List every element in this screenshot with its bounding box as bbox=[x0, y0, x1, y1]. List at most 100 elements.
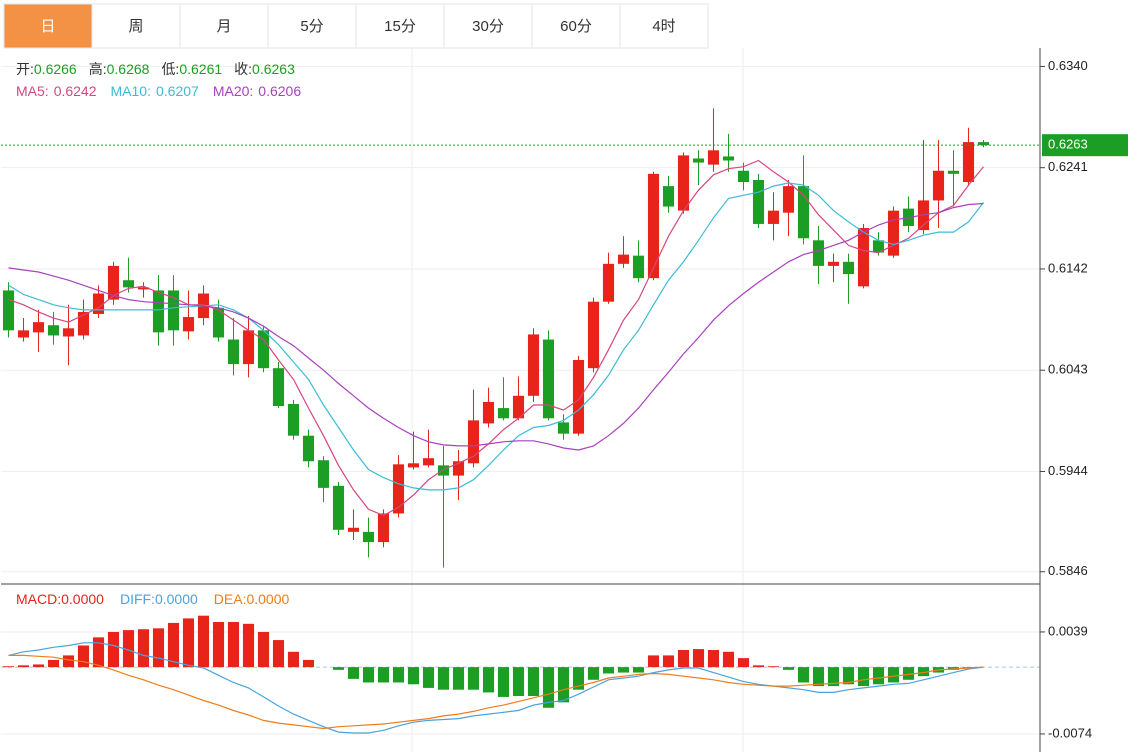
macd-line bbox=[8, 642, 984, 734]
tab-label[interactable]: 30分 bbox=[472, 18, 504, 35]
tab[interactable]: 5分 bbox=[267, 3, 357, 49]
price-tag bbox=[1042, 134, 1128, 157]
tab-background[interactable] bbox=[3, 3, 93, 49]
macd-legend: MACD:0.0000 DIFF:0.0000 DEA:0.0000 bbox=[16, 591, 290, 607]
tab-label[interactable]: 60分 bbox=[560, 18, 592, 35]
tab-background[interactable] bbox=[355, 3, 445, 49]
macd-bar bbox=[362, 667, 375, 683]
legend-label: MACD: bbox=[16, 591, 61, 607]
candle-body bbox=[752, 179, 765, 224]
candle-body bbox=[257, 330, 270, 369]
macd-bar bbox=[92, 637, 105, 668]
tab[interactable]: 15分 bbox=[355, 3, 445, 49]
candle-body bbox=[422, 458, 435, 466]
candle-body bbox=[287, 403, 300, 436]
tab[interactable]: 月 bbox=[179, 3, 269, 49]
candle-body bbox=[887, 210, 900, 256]
macd-bar bbox=[407, 667, 420, 685]
candle-body bbox=[377, 513, 390, 543]
tab-background[interactable] bbox=[179, 3, 269, 49]
candle-body bbox=[362, 531, 375, 543]
y-tick-label: 0.6340 bbox=[1048, 58, 1088, 73]
tab[interactable]: 日 bbox=[3, 3, 93, 49]
tab[interactable]: 4时 bbox=[619, 3, 709, 49]
candle-body bbox=[812, 240, 825, 266]
macd-bar bbox=[572, 667, 585, 690]
macd-bar bbox=[917, 667, 930, 677]
candle-body bbox=[272, 368, 285, 407]
candle-body bbox=[947, 170, 960, 174]
candle-body bbox=[587, 301, 600, 369]
tab-label[interactable]: 5分 bbox=[300, 18, 323, 35]
macd-bar bbox=[797, 667, 810, 683]
legend-value: 0.0000 bbox=[61, 591, 104, 607]
macd-bar bbox=[737, 658, 750, 668]
candle-body bbox=[707, 150, 720, 165]
candle-body bbox=[827, 261, 840, 266]
y-tick-label: 0.6142 bbox=[1048, 260, 1088, 275]
ohlc-value: 0.6261 bbox=[179, 61, 222, 77]
macd-bar bbox=[602, 667, 615, 674]
macd-bar bbox=[32, 664, 45, 668]
macd-bar bbox=[272, 640, 285, 668]
macd-bar bbox=[122, 630, 135, 668]
tab[interactable]: 周 bbox=[91, 3, 181, 49]
ohlc-value: 0.6266 bbox=[34, 61, 77, 77]
candle-body bbox=[602, 263, 615, 302]
y-tick-label: -0.0074 bbox=[1048, 725, 1092, 740]
tab[interactable]: 60分 bbox=[531, 3, 621, 49]
candle-body bbox=[662, 186, 675, 207]
candle-body bbox=[842, 261, 855, 275]
macd-bar bbox=[812, 667, 825, 687]
candle-body bbox=[77, 311, 90, 336]
macd-bar bbox=[902, 667, 915, 680]
macd-bar bbox=[857, 667, 870, 687]
candle-body bbox=[527, 334, 540, 396]
macd-bar bbox=[47, 659, 60, 668]
macd-bar bbox=[77, 645, 90, 668]
macd-bar bbox=[782, 667, 795, 670]
macd-bar bbox=[872, 667, 885, 685]
candle-body bbox=[452, 461, 465, 476]
candle-body bbox=[557, 422, 570, 434]
ohlc-label: 高: bbox=[89, 61, 107, 77]
candle-body bbox=[107, 265, 120, 300]
macd-bar bbox=[137, 629, 150, 668]
marks-layer bbox=[1, 108, 1040, 734]
tab-background[interactable] bbox=[531, 3, 621, 49]
candle-body bbox=[122, 280, 135, 288]
legend-value: 0.6206 bbox=[258, 83, 301, 99]
tab-label[interactable]: 15分 bbox=[384, 18, 416, 35]
legend-label: MA5: bbox=[16, 83, 49, 99]
macd-bar bbox=[257, 631, 270, 668]
candle-body bbox=[677, 155, 690, 211]
legend-label: MA10: bbox=[111, 83, 151, 99]
candle-body bbox=[962, 142, 975, 183]
tab-label[interactable]: 4时 bbox=[652, 18, 675, 35]
y-tick-label: 0.6043 bbox=[1048, 362, 1088, 377]
macd-bar bbox=[152, 628, 165, 668]
candle-body bbox=[482, 401, 495, 424]
tab-background[interactable] bbox=[619, 3, 709, 49]
tab-label[interactable]: 月 bbox=[216, 18, 231, 35]
macd-bar bbox=[842, 667, 855, 685]
y-tick-label: 0.5944 bbox=[1048, 463, 1088, 478]
candle-body bbox=[512, 395, 525, 419]
macd-bar bbox=[182, 618, 195, 668]
candle-body bbox=[497, 408, 510, 419]
tab-background[interactable] bbox=[91, 3, 181, 49]
tab-label[interactable]: 周 bbox=[128, 18, 143, 35]
tab-label[interactable]: 日 bbox=[40, 18, 55, 35]
tab[interactable]: 30分 bbox=[443, 3, 533, 49]
candle-body bbox=[767, 210, 780, 224]
macd-bar bbox=[677, 649, 690, 668]
candle-body bbox=[467, 420, 480, 464]
tab-bar: 日 周 月 5分 15分 30分 60分 4时 bbox=[3, 3, 709, 49]
macd-bar bbox=[767, 666, 780, 668]
ohlc-label: 低: bbox=[161, 61, 179, 77]
candle-body bbox=[932, 170, 945, 201]
candle-body bbox=[722, 156, 735, 161]
macd-bar bbox=[212, 622, 225, 668]
macd-line bbox=[8, 654, 984, 730]
candle-body bbox=[407, 463, 420, 468]
